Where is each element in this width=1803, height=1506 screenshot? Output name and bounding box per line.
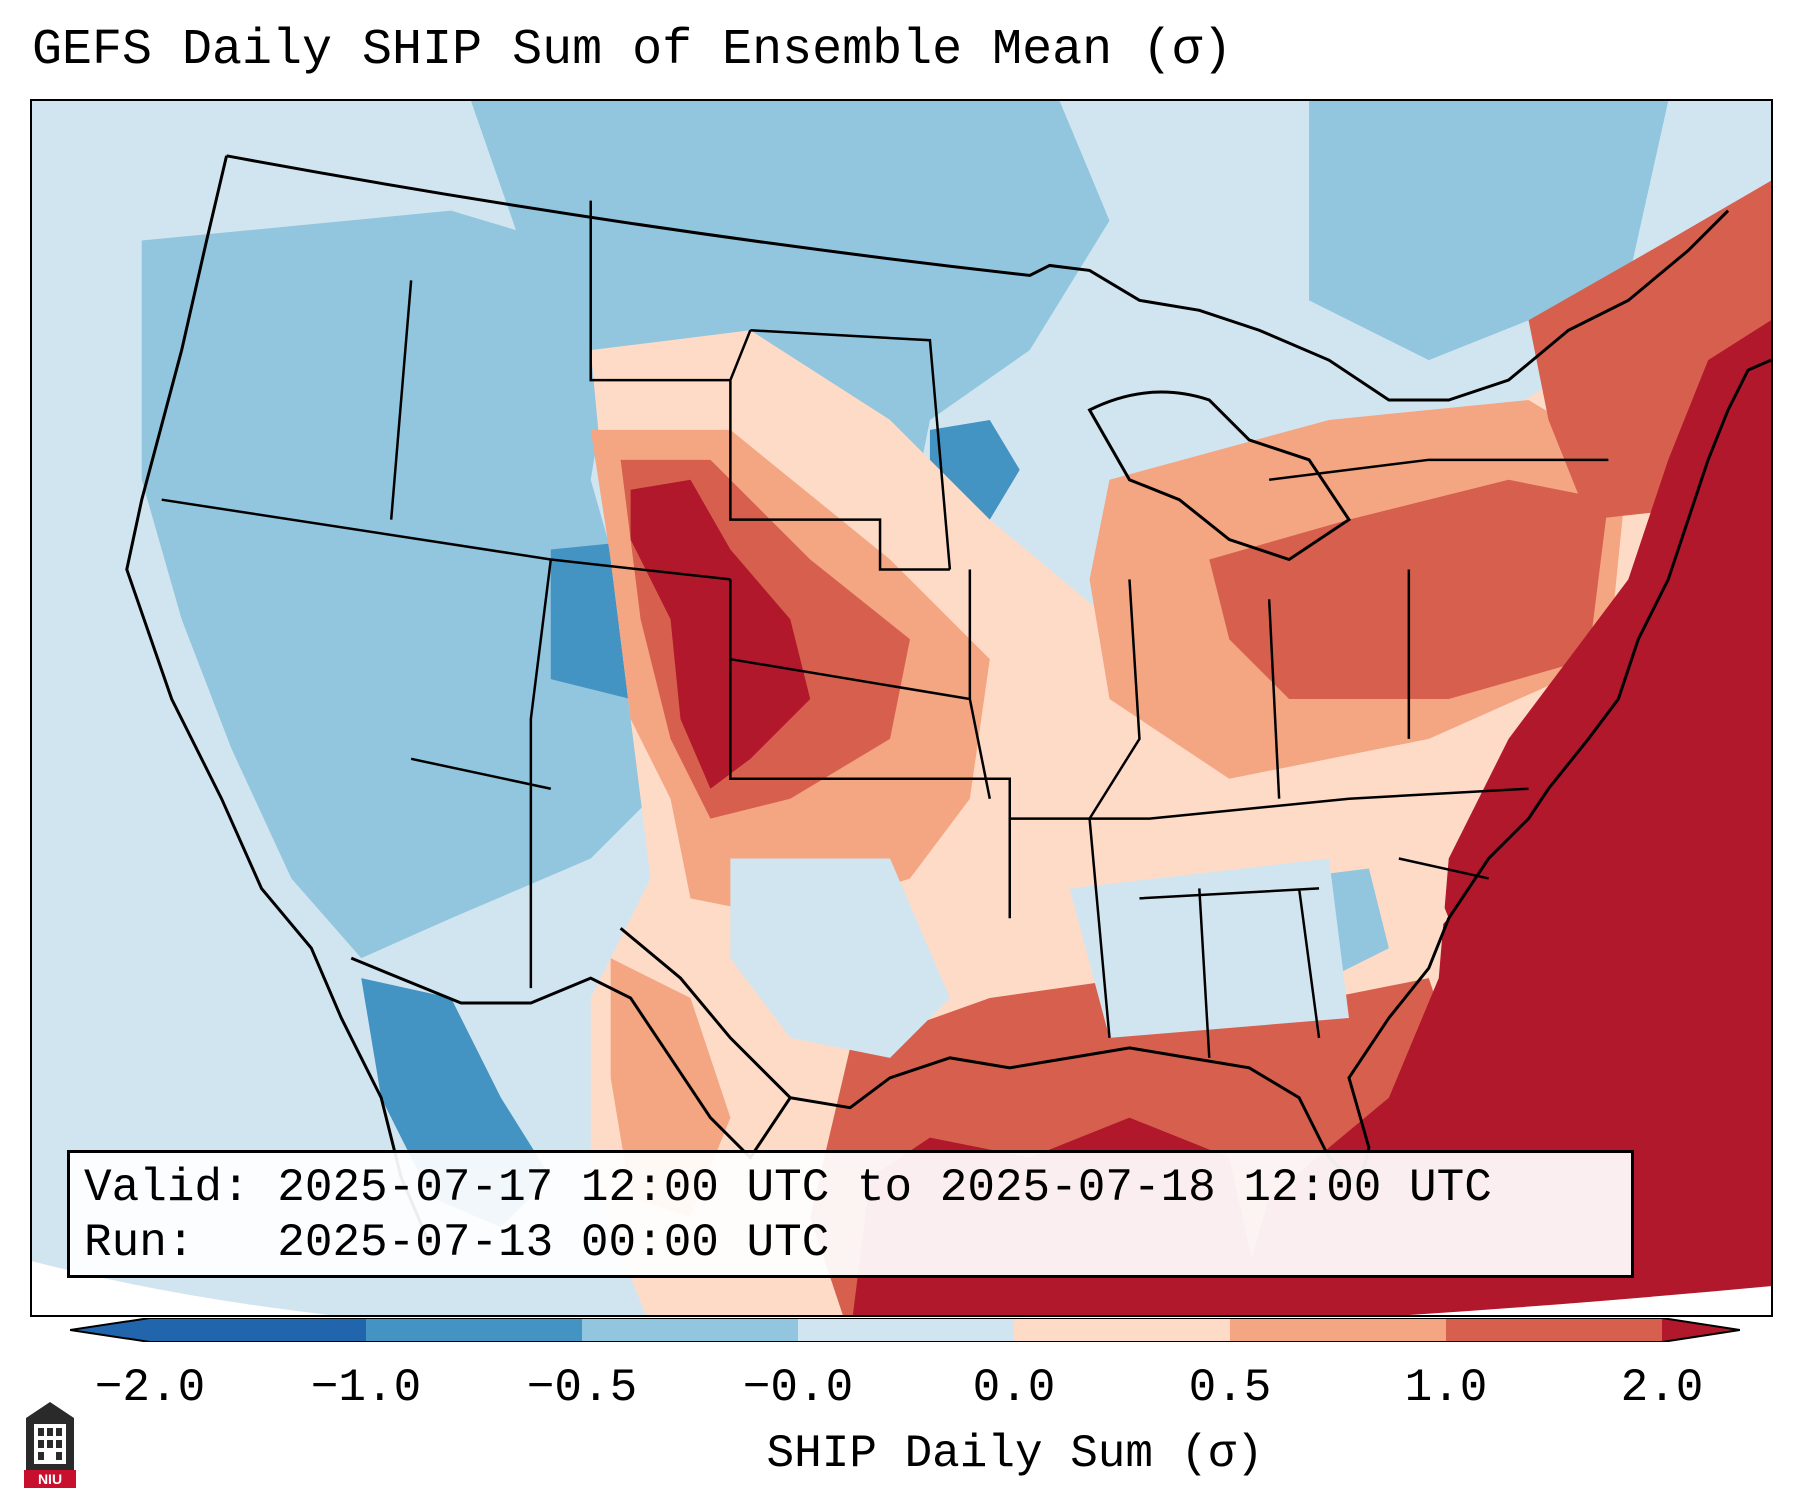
gulf-coastline (619, 358, 1771, 1191)
colorbar-segment-pos-weak (1014, 1318, 1230, 1342)
colorbar-segment-pos-mid (1230, 1318, 1446, 1342)
colorbar-segment-pos-strong (1446, 1318, 1662, 1342)
colorbar-segment-neg-mid (366, 1318, 582, 1342)
map-field (32, 101, 1771, 1315)
colorbar-label: SHIP Daily Sum (σ) (766, 1428, 1264, 1480)
us-canada-border (226, 154, 1730, 402)
page-title: GEFS Daily SHIP Sum of Ensemble Mean (σ) (32, 22, 1233, 79)
colorbar-over-triangle (1662, 1318, 1740, 1342)
colorbar-segment-neg-weak (582, 1318, 798, 1342)
colorbar-tick: −1.0 (310, 1362, 422, 1414)
valid-time-line: Valid: 2025-07-17 12:00 UTC to 2025-07-1… (84, 1162, 1492, 1214)
map-panel (30, 99, 1773, 1317)
svg-text:NIU: NIU (38, 1471, 62, 1487)
field-north-blue (470, 101, 1110, 520)
mexico-border (350, 956, 792, 1160)
colorbar-tick: 0.0 (972, 1362, 1056, 1414)
great-lakes (1087, 390, 1352, 562)
colorbar-under-triangle (70, 1318, 150, 1342)
field-west-blue (141, 210, 671, 959)
west-coastline (125, 155, 433, 1248)
state-lines (161, 200, 1609, 1058)
colorbar-tick: −0.5 (526, 1362, 638, 1414)
colorbar-segment-neg-strong (150, 1318, 366, 1342)
colorbar-tick: 1.0 (1404, 1362, 1488, 1414)
colorbar-segment-zero (798, 1318, 1014, 1342)
field-deep-south-blue (1069, 858, 1349, 1038)
colorbar-tick: 0.5 (1188, 1362, 1272, 1414)
info-box: Valid: 2025-07-17 12:00 UTC to 2025-07-1… (67, 1150, 1634, 1278)
colorbar-tick: −0.0 (742, 1362, 854, 1414)
run-time-line: Run: 2025-07-13 00:00 UTC (84, 1217, 830, 1269)
domain-edge (32, 1261, 1771, 1315)
field-atlantic-core (1229, 320, 1771, 1315)
niu-logo: NIU (24, 1402, 76, 1488)
field-texas-blue (730, 858, 950, 1058)
field-plains-core (630, 479, 811, 789)
boundaries (125, 154, 1771, 1248)
colorbar-tick: −2.0 (94, 1362, 206, 1414)
colorbar-tick: 2.0 (1620, 1362, 1704, 1414)
colorbar (70, 1318, 1740, 1342)
